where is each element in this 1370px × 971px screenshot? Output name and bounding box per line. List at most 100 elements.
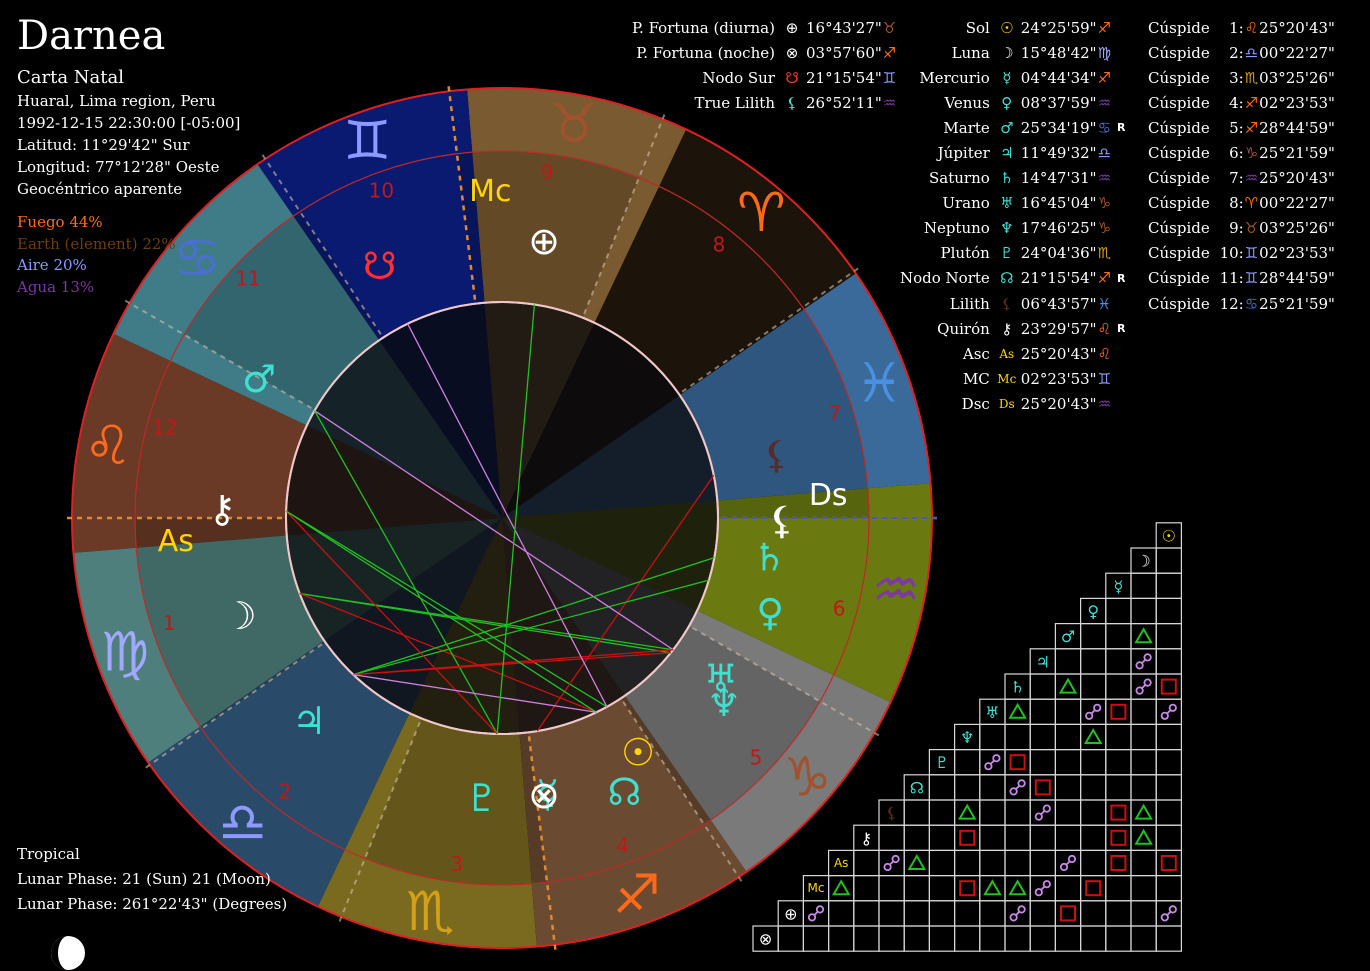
zodiac-sign-icon: ♑	[783, 745, 831, 808]
opposition-aspect-icon	[1059, 862, 1069, 872]
aspect-line	[299, 592, 597, 713]
zodiac-sign-icon: ♎	[218, 791, 266, 854]
house-band-shade	[364, 718, 547, 885]
point-glyph-icon: ♆	[1000, 219, 1014, 238]
grid-cell	[1029, 748, 1056, 776]
grid-cell	[1079, 622, 1107, 650]
cusp-row: Cúspide 5: ♐ 28°44'59"	[1148, 115, 1335, 140]
sign-glyph-icon: ♍	[1097, 43, 1112, 62]
grid-row-glyph-icon: ♂	[1061, 627, 1075, 646]
opposition-aspect-icon	[989, 759, 995, 765]
grid-cell	[1155, 799, 1182, 826]
point-glyph-icon: As	[999, 346, 1015, 361]
sign-sector	[113, 164, 380, 426]
point-label: Luna	[951, 43, 990, 62]
planet-glyph-icon: ♇	[465, 776, 499, 820]
aspect-line	[313, 410, 498, 735]
angle-label-asc: As	[158, 524, 194, 559]
point-glyph-icon: ♃	[1000, 144, 1014, 163]
grid-cell	[1004, 748, 1031, 776]
house-cusp-line	[124, 299, 316, 411]
grid-cell	[1079, 748, 1107, 776]
zodiac-sign-icon: ♌	[84, 414, 132, 477]
opposition-aspect-icon	[1160, 711, 1169, 720]
cusp-label: Cúspide	[1148, 219, 1210, 238]
sign-sector	[697, 483, 932, 703]
grid-cell	[1029, 925, 1056, 952]
perspective: Geocéntrico aparente	[17, 180, 183, 198]
grid-cell	[1130, 698, 1157, 726]
opposition-aspect-icon	[1143, 653, 1152, 662]
cusp-degree: 28°44'59"	[1259, 269, 1335, 288]
grid-cell	[979, 925, 1006, 952]
grid-cell	[1004, 849, 1031, 877]
planet-glyph-icon: ⚷	[208, 487, 236, 531]
grid-cell	[1004, 824, 1031, 852]
sign-glyph-icon: ♐	[1244, 93, 1259, 112]
point-label: Júpiter	[937, 144, 990, 163]
retrograde-marker	[1111, 241, 1125, 266]
grid-cell	[928, 774, 956, 801]
cusp-row: Cúspide 8: ♈ 00°22'27"	[1148, 191, 1335, 216]
grid-cell	[1004, 925, 1031, 952]
point-degree: 04°44'34"	[1020, 68, 1097, 87]
square-aspect-icon	[1009, 754, 1026, 771]
grid-cell	[903, 900, 931, 927]
birth-location: Huaral, Lima region, Peru	[17, 92, 216, 110]
grid-cell	[853, 925, 880, 952]
sign-glyph-icon: ♐	[1244, 118, 1259, 137]
retrograde-marker	[1111, 40, 1125, 65]
opposition-aspect-icon	[883, 862, 892, 872]
point-label: Asc	[962, 344, 990, 363]
house-band-shade	[457, 151, 640, 318]
grid-cell	[903, 824, 931, 852]
sign-glyph-icon: ♊	[1097, 369, 1112, 388]
cusp-label: Cúspide	[1148, 68, 1210, 87]
lots-positions-table: P. Fortuna (diurna) ⊕ 16°43'27" ♉ P. Fortuna…	[632, 15, 896, 115]
cusp-row: Cúspide 2: ♎ 00°22'27"	[1148, 40, 1335, 65]
grid-cell	[853, 874, 880, 902]
opposition-aspect-icon	[1042, 804, 1051, 813]
element-percentage: Aire 20%	[17, 256, 87, 274]
point-glyph-icon: ♄	[1000, 169, 1014, 188]
retrograde-marker	[1111, 65, 1125, 90]
grid-cell	[1054, 900, 1082, 927]
house-band-shade	[184, 211, 384, 411]
sign-glyph-icon: ♐	[1097, 18, 1112, 37]
trine-aspect-icon	[1134, 627, 1153, 644]
house-cusp-line	[581, 114, 666, 319]
point-label: Mercurio	[919, 68, 990, 87]
cusp-label: Cúspide	[1148, 269, 1210, 288]
opposition-aspect-icon	[992, 754, 1001, 763]
grid-row-glyph-icon: Mc	[808, 881, 825, 895]
planet-glyph-icon: ☿	[536, 772, 559, 816]
position-row: Sol ☉ 24°25'59" ♐	[900, 15, 1126, 40]
point-degree: 25°20'43"	[1020, 394, 1097, 413]
planet-glyph-icon: ☽	[223, 594, 257, 638]
grid-row-glyph-icon: ♅	[985, 703, 999, 722]
grid-cell	[878, 925, 905, 952]
point-degree: 23°29'57"	[1020, 319, 1097, 338]
position-row: Nodo Sur ☋ 21°15'54" ♊	[632, 65, 896, 90]
square-aspect-icon	[1160, 855, 1177, 871]
grid-cell	[1004, 799, 1031, 826]
aspect-line	[496, 304, 536, 735]
grid-cell	[1155, 849, 1182, 877]
opposition-aspect-icon	[1015, 910, 1021, 916]
house-band-shade	[620, 625, 820, 825]
retrograde-marker: R	[1117, 271, 1126, 285]
house-cusp-line	[447, 86, 477, 304]
grid-row-glyph-icon: ⚸	[886, 804, 898, 823]
grid-cell	[1079, 849, 1107, 877]
chart-type: Carta Natal	[17, 67, 124, 88]
cusp-label: Cúspide	[1148, 118, 1210, 137]
retrograde-marker	[1111, 15, 1125, 40]
cusp-label: Cúspide	[1148, 144, 1210, 163]
position-row: Asc As 25°20'43" ♌	[900, 341, 1126, 366]
opposition-aspect-icon	[891, 854, 900, 864]
opposition-aspect-icon	[1040, 810, 1046, 816]
point-degree: 24°04'36"	[1020, 244, 1097, 263]
house-cusp-line	[261, 154, 384, 339]
